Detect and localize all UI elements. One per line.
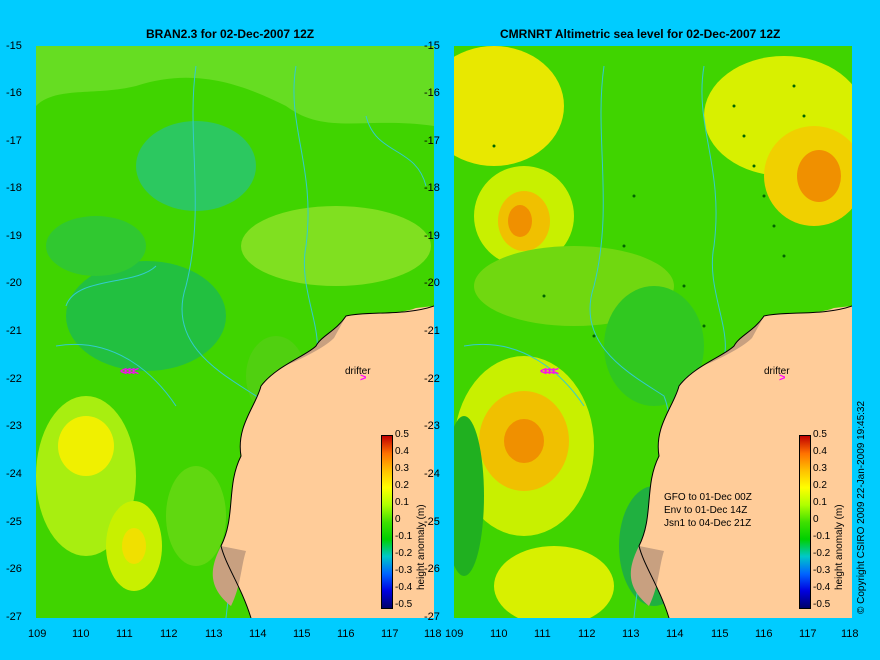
y-tick-right-9: -24	[424, 468, 440, 480]
x-tick-right-2: 111	[534, 628, 551, 640]
x-tick-right-9: 118	[841, 628, 859, 640]
left-cbar-label-1: 0.4	[395, 446, 409, 457]
right-cbar-label-8: -0.3	[813, 565, 831, 576]
y-tick-right-8: -23	[424, 420, 440, 432]
y-tick-right-0: -15	[424, 40, 440, 52]
left-map-canvas	[36, 46, 434, 618]
mission-notes: GFO to 01-Dec 00Z Env to 01-Dec 14Z Jsn1…	[664, 491, 752, 530]
x-tick-right-4: 113	[622, 628, 640, 640]
right-cbar-label-4: 0.1	[813, 497, 827, 508]
right-panel-title: CMRNRT Altimetric sea level for 02-Dec-2…	[500, 27, 781, 41]
right-drifter-label: drifter	[764, 366, 790, 377]
y-tick-left-12: -27	[6, 611, 22, 623]
right-map-canvas	[454, 46, 852, 618]
left-cbar-label-9: -0.4	[395, 582, 413, 593]
y-tick-right-5: -20	[424, 277, 440, 289]
x-tick-right-5: 114	[666, 628, 684, 640]
y-tick-left-2: -17	[6, 135, 22, 147]
y-tick-right-12: -27	[424, 611, 440, 623]
right-cbar-title: height anomaly (m)	[834, 504, 845, 590]
right-drifter-arrow: >	[779, 372, 786, 384]
y-tick-right-2: -17	[424, 135, 440, 147]
mission-note-env: Env to 01-Dec 14Z	[664, 505, 748, 516]
x-tick-right-8: 117	[799, 628, 817, 640]
right-cbar-label-7: -0.2	[813, 548, 831, 559]
right-cbar-label-2: 0.3	[813, 463, 827, 474]
left-cbar-label-5: 0	[395, 514, 401, 525]
y-tick-left-7: -22	[6, 373, 22, 385]
left-drifter-arrow: >	[360, 372, 367, 384]
copyright-text: © Copyright CSIRO 2009 22-Jan-2009 19:45…	[856, 400, 867, 614]
x-tick-left-5: 114	[249, 628, 267, 640]
right-cbar-label-0: 0.5	[813, 429, 827, 440]
y-tick-right-4: -19	[424, 230, 440, 242]
left-panel-title: BRAN2.3 for 02-Dec-2007 12Z	[146, 27, 315, 41]
y-tick-right-3: -18	[424, 182, 440, 194]
right-cbar-label-9: -0.4	[813, 582, 831, 593]
y-tick-right-7: -22	[424, 373, 440, 385]
right-cbar-label-1: 0.4	[813, 446, 827, 457]
y-tick-left-3: -18	[6, 182, 22, 194]
x-tick-right-0: 109	[445, 628, 464, 640]
right-cbar-label-10: -0.5	[813, 599, 831, 610]
y-tick-left-5: -20	[6, 277, 22, 289]
y-tick-left-9: -24	[6, 468, 22, 480]
left-cbar-label-6: -0.1	[395, 531, 413, 542]
left-map	[36, 46, 434, 618]
y-tick-left-4: -19	[6, 230, 22, 242]
mission-note-jsn1: Jsn1 to 04-Dec 21Z	[664, 518, 752, 529]
left-colorbar	[381, 435, 393, 609]
left-cbar-title: height anomaly (m)	[416, 504, 427, 590]
x-tick-left-4: 113	[205, 628, 223, 640]
y-tick-left-1: -16	[6, 87, 22, 99]
x-tick-right-6: 115	[711, 628, 729, 640]
mission-note-gfo: GFO to 01-Dec 00Z	[664, 492, 752, 503]
right-cbar-label-6: -0.1	[813, 531, 831, 542]
left-cbar-label-0: 0.5	[395, 429, 409, 440]
x-tick-right-3: 112	[578, 628, 596, 640]
x-tick-left-1: 110	[72, 628, 90, 640]
left-drift-track: <<<<	[120, 364, 139, 378]
x-tick-left-6: 115	[293, 628, 311, 640]
y-tick-left-0: -15	[6, 40, 22, 52]
x-tick-left-8: 117	[381, 628, 399, 640]
right-colorbar	[799, 435, 811, 609]
y-tick-left-6: -21	[6, 325, 22, 337]
x-tick-left-9: 118	[424, 628, 442, 640]
x-tick-left-2: 111	[116, 628, 133, 640]
y-tick-left-11: -26	[6, 563, 22, 575]
y-tick-right-11: -26	[424, 563, 440, 575]
x-tick-left-3: 112	[160, 628, 178, 640]
left-cbar-label-4: 0.1	[395, 497, 409, 508]
left-drifter-label: drifter	[345, 366, 371, 377]
x-tick-right-1: 110	[490, 628, 508, 640]
left-cbar-label-3: 0.2	[395, 480, 409, 491]
y-tick-left-8: -23	[6, 420, 22, 432]
x-tick-left-7: 116	[337, 628, 355, 640]
y-tick-right-6: -21	[424, 325, 440, 337]
y-tick-right-1: -16	[424, 87, 440, 99]
left-cbar-label-8: -0.3	[395, 565, 413, 576]
right-map	[454, 46, 852, 618]
y-tick-right-10: -25	[424, 516, 440, 528]
y-tick-left-10: -25	[6, 516, 22, 528]
x-tick-right-7: 116	[755, 628, 773, 640]
left-cbar-label-2: 0.3	[395, 463, 409, 474]
left-cbar-label-10: -0.5	[395, 599, 413, 610]
left-cbar-label-7: -0.2	[395, 548, 413, 559]
right-cbar-label-5: 0	[813, 514, 819, 525]
x-tick-left-0: 109	[28, 628, 47, 640]
right-cbar-label-3: 0.2	[813, 480, 827, 491]
right-drift-track: <<<<	[540, 364, 559, 378]
